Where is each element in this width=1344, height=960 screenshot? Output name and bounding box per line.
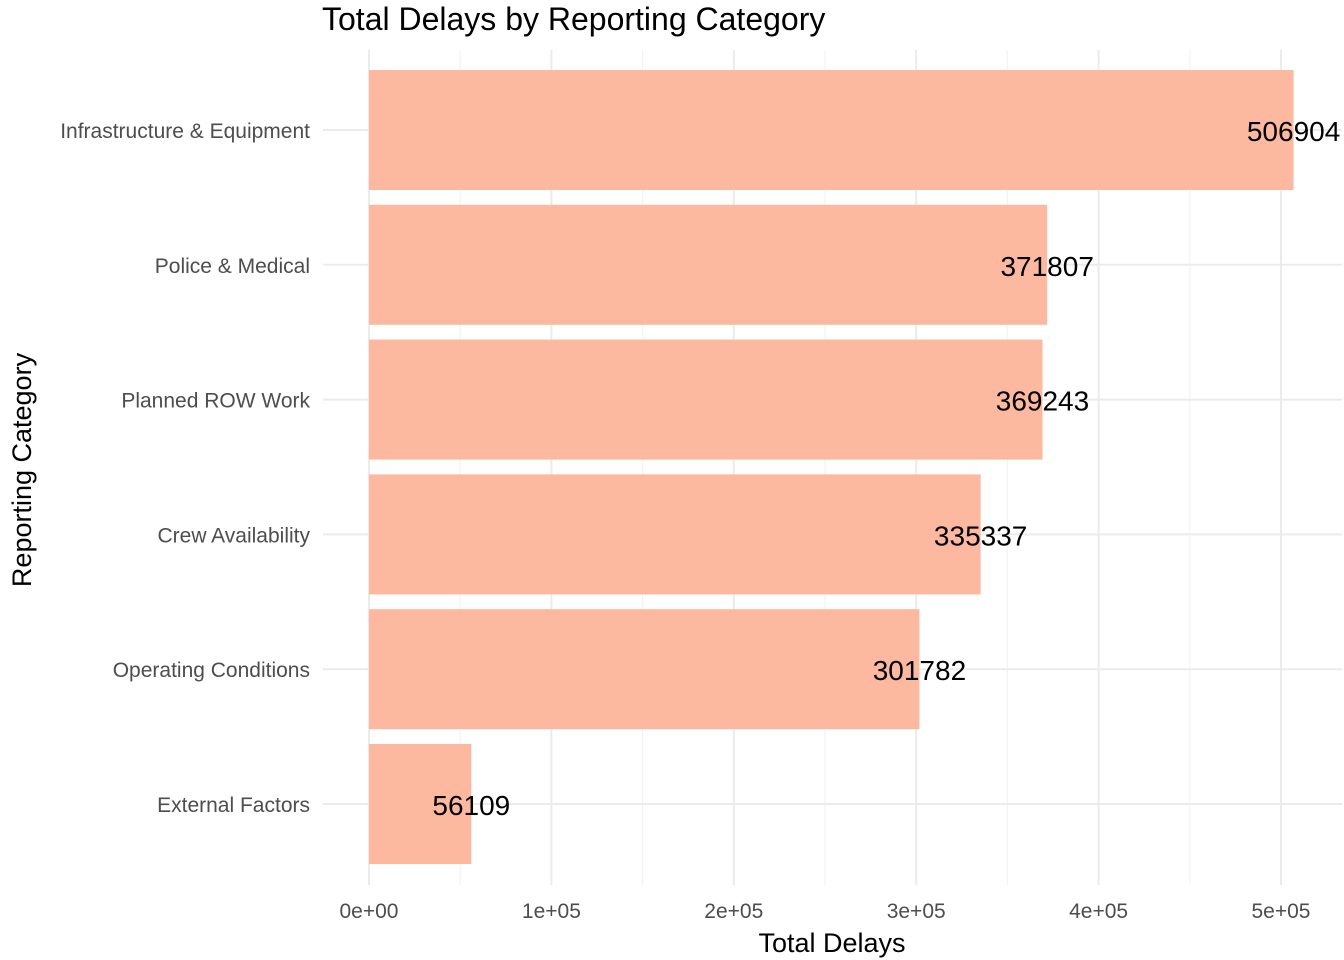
y-tick-label: External Factors	[157, 794, 310, 817]
y-tick-label: Planned ROW Work	[121, 390, 310, 413]
x-tick-label: 0e+00	[340, 900, 399, 923]
y-axis-tick-labels: Infrastructure & Equipment Police & Medic…	[60, 120, 310, 817]
y-axis-title: Reporting Category	[7, 352, 37, 587]
bar	[369, 70, 1294, 190]
bar	[369, 609, 920, 730]
y-tick-label: Operating Conditions	[113, 659, 310, 682]
x-axis-title: Total Delays	[758, 928, 905, 958]
chart-title: Total Delays by Reporting Category	[322, 1, 825, 37]
y-tick-label: Crew Availability	[157, 524, 310, 547]
y-tick-label: Infrastructure & Equipment	[60, 120, 310, 143]
bar-value-label: 371807	[1000, 251, 1093, 282]
bar	[369, 339, 1043, 460]
bar-value-label: 369243	[996, 386, 1089, 417]
x-tick-label: 5e+05	[1252, 900, 1311, 923]
x-tick-label: 1e+05	[522, 900, 581, 923]
x-tick-label: 2e+05	[704, 900, 763, 923]
bars	[369, 70, 1294, 864]
bar	[369, 744, 472, 864]
bar-value-label: 56109	[432, 790, 510, 821]
y-tick-label: Police & Medical	[155, 255, 310, 278]
bar	[369, 204, 1048, 325]
data-labels: 506904 371807 369243 335337 301782 56109	[432, 116, 1340, 821]
x-axis-tick-labels: 0e+00 1e+05 2e+05 3e+05 4e+05 5e+05	[340, 900, 1311, 923]
bar-value-label: 506904	[1247, 116, 1340, 147]
bar-value-label: 335337	[934, 520, 1027, 551]
bar	[369, 474, 981, 595]
x-tick-label: 3e+05	[887, 900, 946, 923]
bar-value-label: 301782	[873, 655, 966, 686]
x-tick-label: 4e+05	[1069, 900, 1128, 923]
